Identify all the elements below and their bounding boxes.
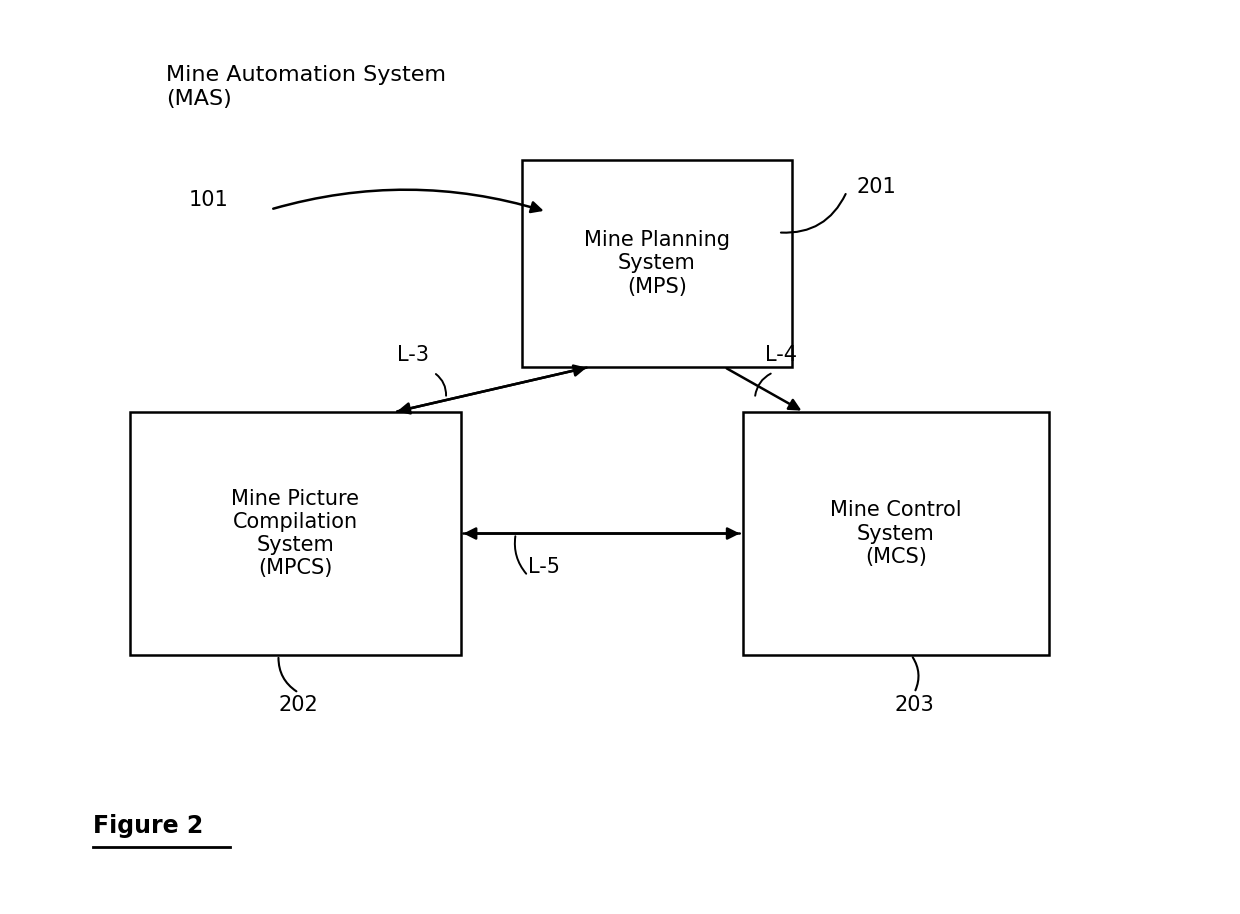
Text: L-5: L-5: [528, 557, 560, 577]
Text: 201: 201: [857, 177, 897, 197]
Text: Mine Automation System
(MAS): Mine Automation System (MAS): [166, 66, 446, 109]
Text: 203: 203: [894, 695, 934, 715]
Text: Mine Control
System
(MCS): Mine Control System (MCS): [830, 500, 962, 567]
Text: L-3: L-3: [397, 345, 429, 366]
Text: 202: 202: [279, 695, 319, 715]
Text: Mine Planning
System
(MPS): Mine Planning System (MPS): [584, 230, 730, 297]
FancyBboxPatch shape: [129, 412, 460, 655]
Text: Figure 2: Figure 2: [93, 814, 203, 838]
Text: Mine Picture
Compilation
System
(MPCS): Mine Picture Compilation System (MPCS): [231, 489, 360, 579]
FancyBboxPatch shape: [743, 412, 1049, 655]
Text: L-4: L-4: [765, 345, 796, 366]
Text: 101: 101: [188, 190, 228, 210]
FancyBboxPatch shape: [522, 160, 791, 367]
